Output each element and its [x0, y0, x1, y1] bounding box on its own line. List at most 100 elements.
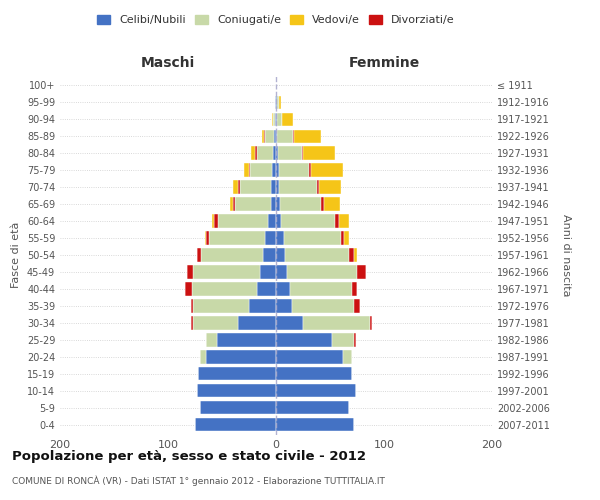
Bar: [276, 112, 277, 126]
Bar: [276, 316, 303, 330]
Bar: [206, 350, 276, 364]
Bar: [276, 350, 343, 364]
Bar: [303, 146, 335, 160]
Bar: [241, 180, 271, 194]
Bar: [276, 418, 354, 432]
Bar: [283, 112, 293, 126]
Bar: [200, 401, 276, 414]
Bar: [262, 130, 264, 143]
Bar: [187, 266, 193, 278]
Bar: [287, 266, 357, 278]
Bar: [281, 214, 335, 228]
Bar: [276, 367, 352, 380]
Bar: [276, 130, 277, 143]
Text: Popolazione per età, sesso e stato civile - 2012: Popolazione per età, sesso e stato civil…: [12, 450, 366, 463]
Bar: [341, 232, 344, 244]
Bar: [257, 146, 273, 160]
Bar: [274, 130, 276, 143]
Bar: [276, 198, 280, 210]
Bar: [217, 334, 276, 346]
Bar: [265, 232, 276, 244]
Bar: [310, 164, 311, 176]
Bar: [276, 214, 281, 228]
Bar: [249, 300, 276, 312]
Y-axis label: Fasce di età: Fasce di età: [11, 222, 21, 288]
Bar: [279, 180, 317, 194]
Bar: [276, 334, 332, 346]
Bar: [271, 180, 276, 194]
Bar: [200, 350, 206, 364]
Bar: [279, 164, 310, 176]
Bar: [193, 266, 260, 278]
Bar: [335, 214, 338, 228]
Bar: [276, 248, 284, 262]
Bar: [277, 96, 279, 109]
Bar: [354, 248, 357, 262]
Bar: [280, 198, 322, 210]
Bar: [295, 130, 322, 143]
Bar: [250, 164, 272, 176]
Bar: [276, 266, 287, 278]
Legend: Celibi/Nubili, Coniugati/e, Vedovi/e, Divorziati/e: Celibi/Nubili, Coniugati/e, Vedovi/e, Di…: [93, 10, 459, 30]
Bar: [284, 248, 349, 262]
Bar: [357, 266, 365, 278]
Bar: [273, 146, 276, 160]
Bar: [276, 232, 284, 244]
Bar: [212, 214, 214, 228]
Text: Femmine: Femmine: [349, 56, 419, 70]
Bar: [191, 316, 193, 330]
Bar: [251, 146, 256, 160]
Bar: [276, 300, 292, 312]
Bar: [268, 214, 276, 228]
Bar: [323, 198, 340, 210]
Bar: [206, 334, 217, 346]
Bar: [249, 164, 250, 176]
Bar: [192, 282, 257, 296]
Bar: [276, 180, 279, 194]
Bar: [244, 164, 249, 176]
Bar: [195, 418, 276, 432]
Bar: [198, 367, 276, 380]
Bar: [191, 300, 193, 312]
Bar: [263, 248, 276, 262]
Bar: [193, 300, 249, 312]
Bar: [311, 164, 343, 176]
Text: Maschi: Maschi: [141, 56, 195, 70]
Bar: [235, 198, 271, 210]
Bar: [238, 180, 241, 194]
Bar: [302, 146, 303, 160]
Bar: [344, 232, 349, 244]
Bar: [354, 334, 356, 346]
Bar: [275, 112, 276, 126]
Bar: [197, 384, 276, 398]
Bar: [276, 384, 356, 398]
Bar: [322, 198, 323, 210]
Bar: [230, 198, 233, 210]
Bar: [349, 248, 354, 262]
Bar: [272, 164, 276, 176]
Bar: [370, 316, 372, 330]
Bar: [277, 112, 283, 126]
Bar: [279, 96, 281, 109]
Bar: [271, 198, 276, 210]
Bar: [276, 164, 279, 176]
Bar: [205, 232, 206, 244]
Bar: [276, 401, 349, 414]
Bar: [276, 146, 278, 160]
Bar: [276, 282, 290, 296]
Bar: [319, 180, 341, 194]
Bar: [352, 282, 357, 296]
Y-axis label: Anni di nascita: Anni di nascita: [561, 214, 571, 296]
Bar: [185, 282, 192, 296]
Bar: [218, 214, 268, 228]
Bar: [233, 180, 238, 194]
Bar: [338, 214, 349, 228]
Bar: [273, 112, 275, 126]
Bar: [233, 198, 235, 210]
Bar: [238, 316, 276, 330]
Bar: [354, 300, 360, 312]
Bar: [257, 282, 276, 296]
Bar: [260, 266, 276, 278]
Bar: [209, 232, 265, 244]
Bar: [278, 146, 302, 160]
